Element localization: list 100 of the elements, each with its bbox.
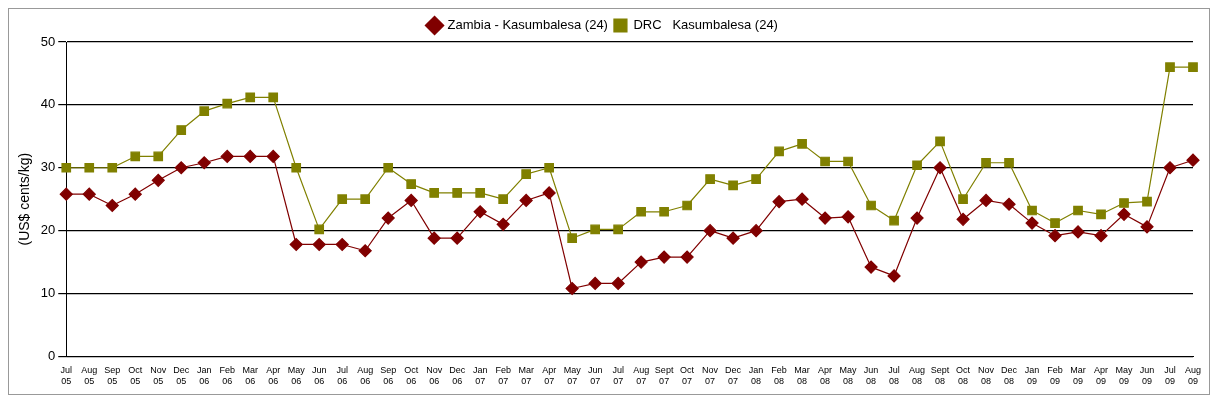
x-tick-label: Oct 05 [128, 365, 143, 387]
point [1165, 62, 1175, 72]
point [335, 237, 349, 252]
point [199, 106, 210, 117]
point [611, 276, 625, 291]
x-tick-label: Oct 06 [404, 365, 419, 387]
x-tick-label: Sep 05 [104, 365, 121, 387]
point [680, 250, 694, 264]
x-tick-label: Nov 05 [150, 365, 167, 387]
point [981, 157, 991, 168]
point [197, 156, 211, 170]
y-axis-title: (US$ cents/kg) [16, 152, 33, 246]
point [1025, 216, 1039, 230]
point [820, 156, 830, 167]
point [151, 173, 165, 187]
point [1048, 229, 1062, 243]
point [381, 211, 395, 225]
point [1073, 205, 1083, 216]
point [314, 224, 325, 235]
point [864, 260, 878, 274]
y-tick-label: 20 [40, 222, 56, 238]
x-tick-label: Nov 07 [702, 365, 719, 387]
x-tick-label: Aug 09 [1184, 365, 1202, 387]
point [1142, 196, 1152, 207]
x-tick-label: Sept 08 [930, 365, 950, 387]
x-tick-label: Mar 07 [518, 365, 534, 387]
point [176, 125, 187, 135]
x-tick-label: Apr 08 [818, 365, 833, 387]
point [795, 192, 809, 206]
point [268, 92, 279, 103]
y-tick-label: 50 [40, 33, 56, 49]
x-tick-label: Jan 09 [1024, 365, 1040, 387]
x-tick-label: Apr 09 [1094, 365, 1109, 387]
point [337, 194, 348, 205]
point [933, 161, 947, 175]
point [105, 198, 119, 213]
point [1002, 197, 1016, 211]
point [429, 188, 440, 198]
x-tick-label: Nov 08 [978, 365, 995, 387]
x-tick-label: Jun 07 [587, 365, 603, 387]
point [818, 211, 832, 225]
x-tick-label: Mar 09 [1070, 365, 1086, 387]
x-tick-label: Feb 09 [1047, 365, 1063, 387]
point [726, 231, 740, 245]
point [473, 205, 487, 219]
y-tick-label: 0 [48, 347, 56, 363]
point [61, 162, 72, 173]
x-tick-label: Aug 08 [909, 365, 926, 387]
y-tick-label: 30 [40, 159, 56, 175]
x-tick-label: Feb 07 [495, 365, 511, 387]
x-tick-label: Jul 07 [612, 365, 624, 387]
x-tick-label: Mar 08 [794, 365, 810, 387]
x-tick-label: Dec 08 [1001, 365, 1018, 387]
point [889, 215, 899, 226]
point [107, 162, 118, 173]
x-tick-label: Dec 07 [725, 365, 742, 387]
point [728, 180, 738, 191]
point [360, 194, 371, 205]
point [1027, 205, 1037, 216]
x-tick-label: Jul 06 [336, 365, 348, 387]
x-tick-label: Apr 06 [266, 365, 281, 387]
point [245, 92, 256, 103]
point [542, 186, 556, 200]
point [222, 98, 233, 109]
point [588, 276, 602, 291]
x-tick-label: Jul 05 [60, 365, 73, 387]
point [935, 136, 945, 147]
point [979, 193, 993, 208]
point [1186, 153, 1200, 167]
x-tick-label: Feb 06 [219, 365, 235, 387]
point [703, 224, 717, 238]
point [544, 162, 554, 173]
legend-label: Zambia - Kasumbalesa (24) [447, 17, 608, 33]
x-tick-label: Jun 09 [1139, 365, 1155, 387]
point [1119, 198, 1129, 208]
point [1050, 218, 1060, 228]
point [84, 162, 95, 173]
point [1188, 62, 1198, 72]
point [130, 151, 141, 162]
point [1096, 209, 1106, 220]
point [956, 212, 970, 226]
x-tick-label: Mar 06 [242, 365, 258, 387]
x-tick-label: Aug 07 [633, 365, 650, 387]
point [1140, 220, 1154, 234]
point [659, 206, 669, 217]
point [866, 200, 876, 211]
x-tick-label: Sept 07 [654, 365, 674, 387]
point [383, 162, 394, 173]
point [682, 200, 692, 211]
x-tick-label: May 07 [563, 365, 582, 387]
point [475, 188, 486, 198]
x-tick-label: Nov 06 [426, 365, 443, 387]
point [404, 193, 418, 208]
point [705, 174, 715, 184]
x-tick-label: May 09 [1115, 365, 1134, 387]
point [912, 160, 922, 171]
x-tick-label: Jul 09 [1164, 365, 1176, 387]
point [841, 210, 855, 224]
y-tick-label: 10 [40, 285, 56, 301]
x-tick-label: Dec 06 [449, 365, 466, 387]
